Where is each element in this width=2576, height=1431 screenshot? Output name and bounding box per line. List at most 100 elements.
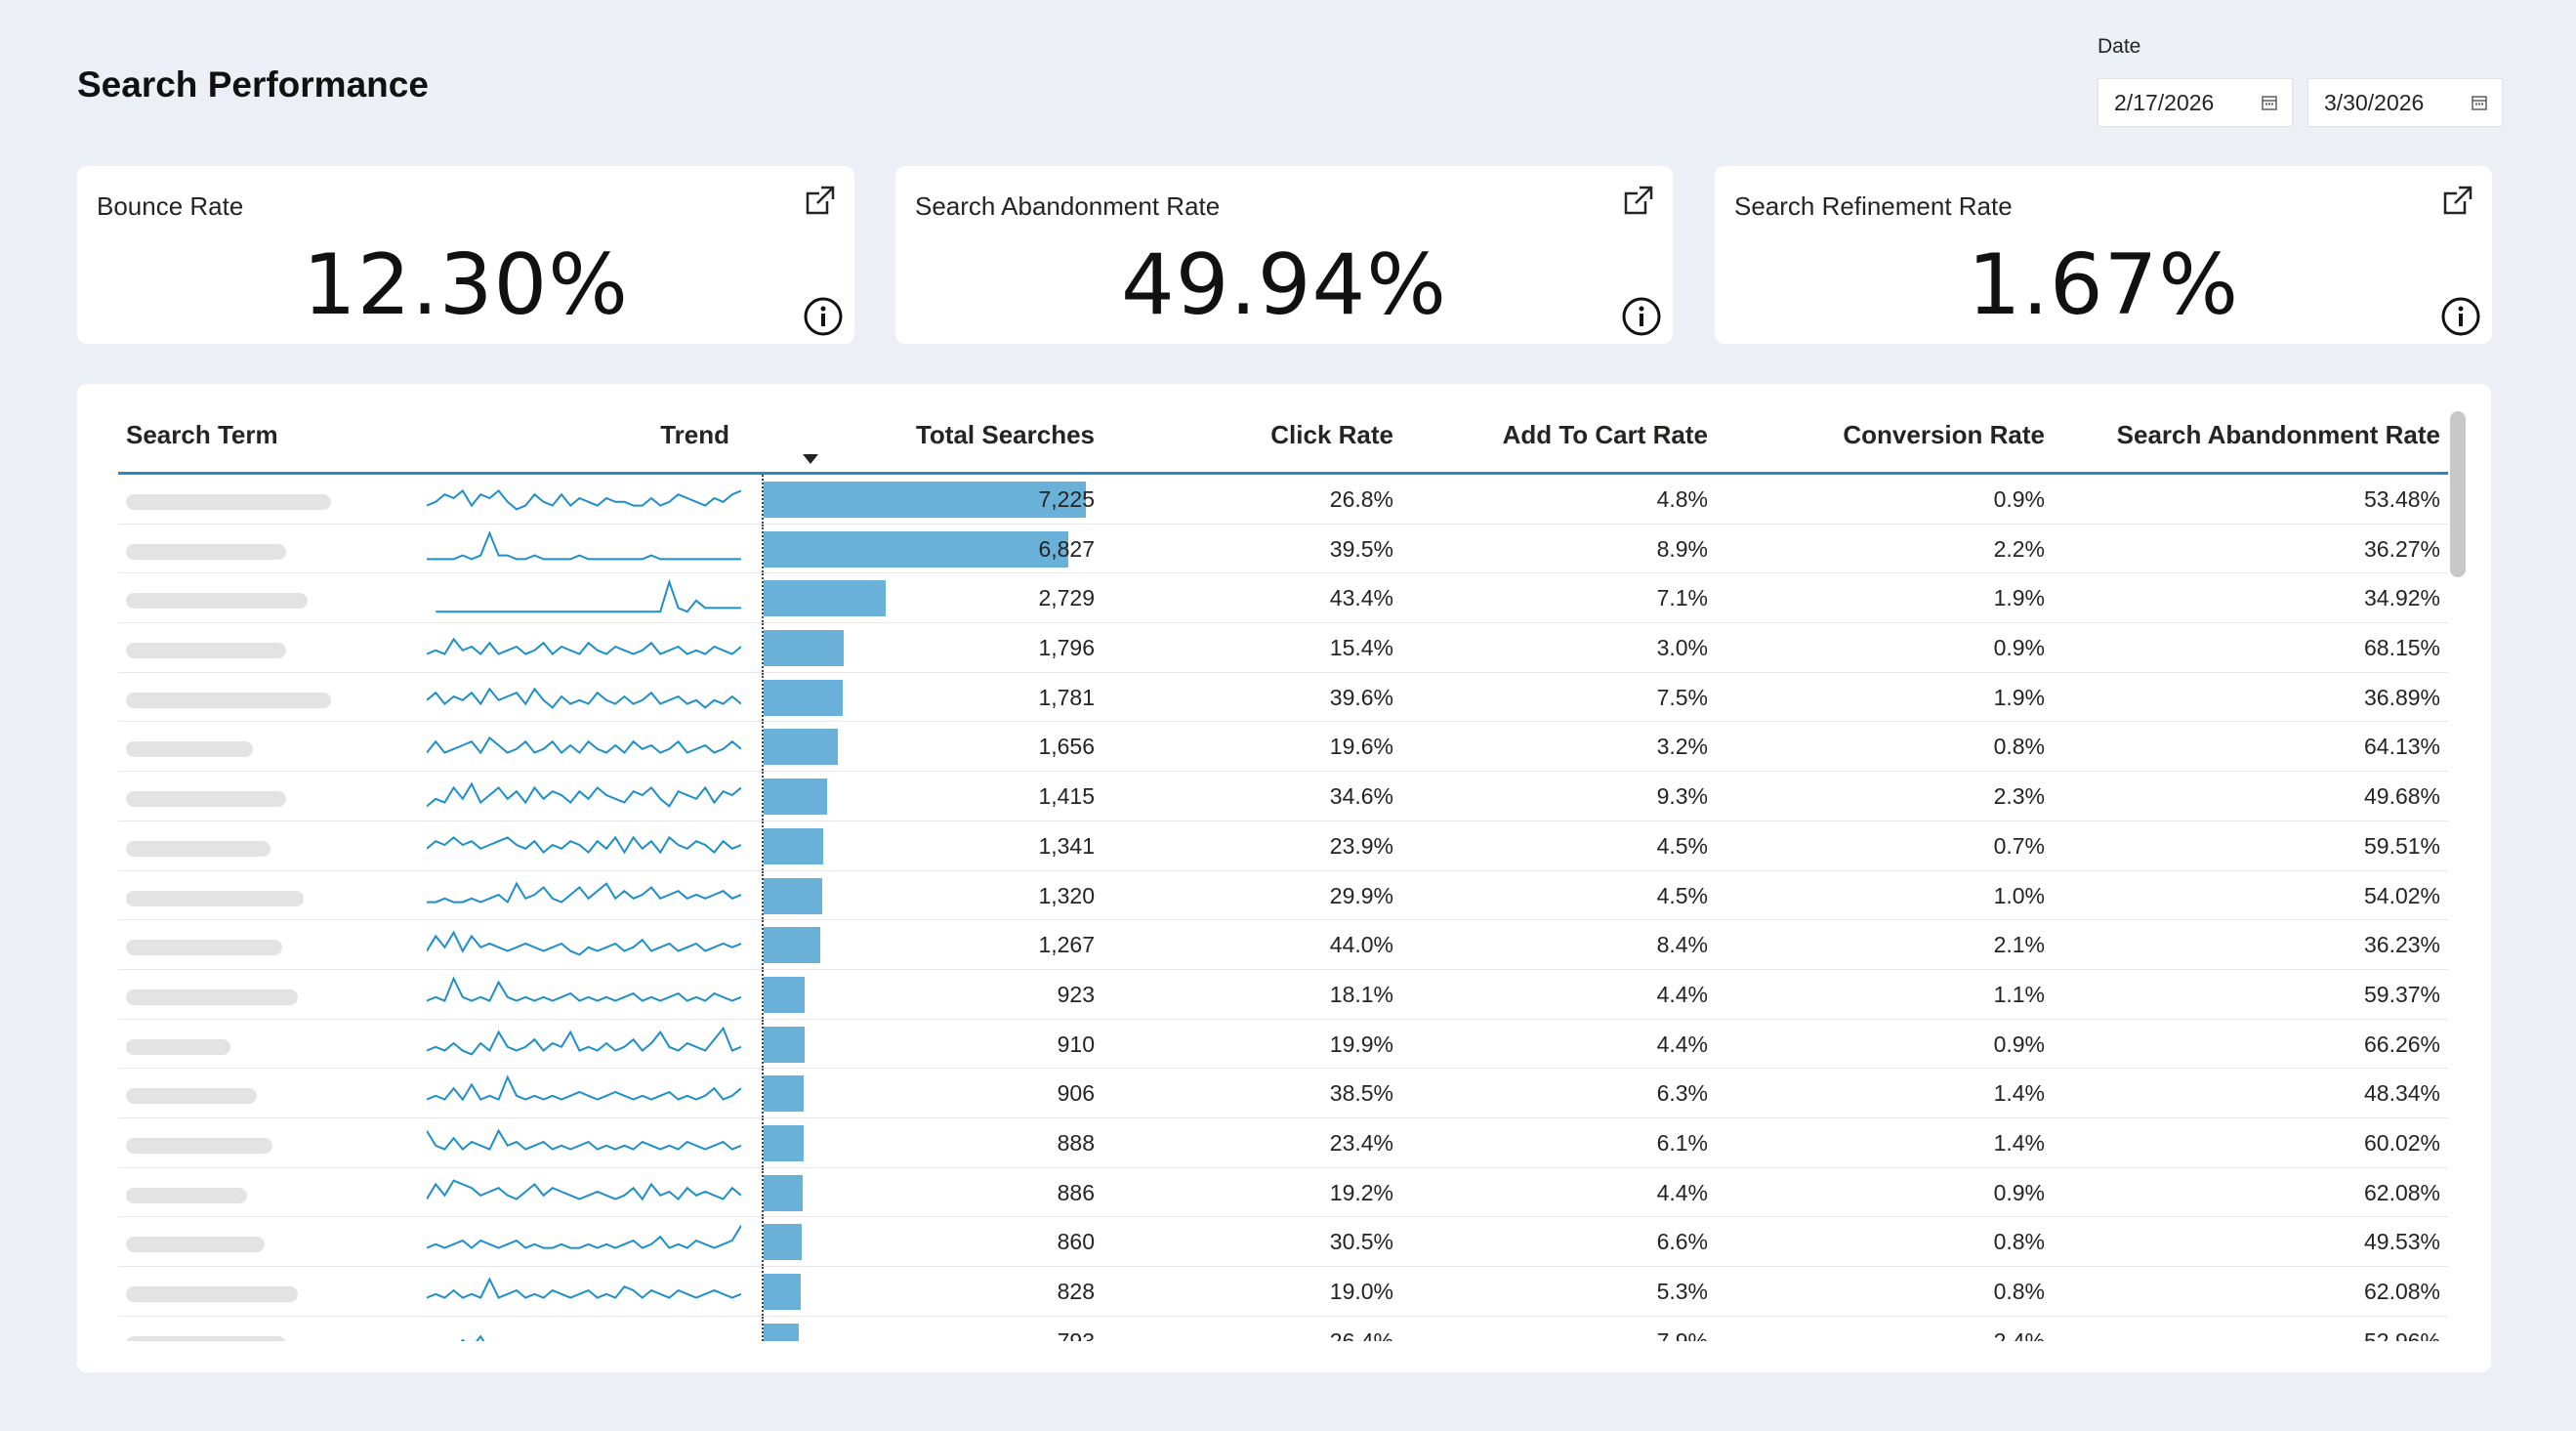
trend-line: [427, 930, 741, 956]
table-row[interactable]: 828 19.0% 5.3% 0.8% 62.08%: [118, 1267, 2448, 1317]
total-searches-bar: [764, 580, 886, 617]
trend-sparkline: [427, 529, 741, 561]
trend-line: [427, 781, 741, 809]
kpi-label: Bounce Rate: [97, 191, 244, 221]
add-to-cart-rate-cell: 8.9%: [1656, 535, 1708, 562]
info-icon[interactable]: [802, 295, 845, 338]
column-header-trend[interactable]: Trend: [660, 420, 729, 449]
trend-line: [427, 1178, 741, 1200]
table-row[interactable]: 1,320 29.9% 4.5% 1.0% 54.02%: [118, 870, 2448, 921]
kpi-card-search-abandonment-rate: Search Abandonment Rate 49.94%: [895, 166, 1673, 344]
search-term-placeholder: [126, 791, 286, 808]
table-row[interactable]: 6,827 39.5% 8.9% 2.2% 36.27%: [118, 524, 2448, 574]
total-searches-bar: [764, 779, 827, 816]
search-term-placeholder: [126, 1237, 265, 1253]
vertical-scrollbar[interactable]: [2450, 411, 2466, 577]
column-divider: [762, 1019, 764, 1069]
total-searches-bar: [764, 1323, 800, 1341]
open-external-icon[interactable]: [802, 182, 839, 219]
info-icon[interactable]: [2439, 295, 2482, 338]
add-to-cart-rate-cell: 6.1%: [1656, 1129, 1708, 1156]
trend-line: [427, 1128, 741, 1151]
trend-line: [427, 1277, 741, 1299]
total-searches-bar: [764, 877, 823, 914]
table-row[interactable]: 1,781 39.6% 7.5% 1.9% 36.89%: [118, 672, 2448, 723]
search-term-placeholder: [126, 890, 304, 906]
add-to-cart-rate-cell: 8.4%: [1656, 932, 1708, 958]
conversion-rate-cell: 1.9%: [1993, 684, 2045, 710]
column-divider: [762, 1069, 764, 1117]
table-row[interactable]: 860 30.5% 6.6% 0.8% 49.53%: [118, 1217, 2448, 1267]
total-searches-cell: 1,415: [1038, 783, 1095, 810]
open-external-icon[interactable]: [1620, 182, 1657, 219]
total-searches-cell: 1,320: [1038, 882, 1095, 908]
trend-sparkline: [427, 737, 741, 755]
table-row[interactable]: 1,341 23.9% 4.5% 0.7% 59.51%: [118, 821, 2448, 871]
add-to-cart-rate-cell: 7.9%: [1656, 1327, 1708, 1341]
add-to-cart-rate-cell: 4.4%: [1656, 981, 1708, 1007]
trend-sparkline: [427, 976, 741, 1002]
column-header-conversion-rate[interactable]: Conversion Rate: [1843, 420, 2045, 449]
column-header-click-rate[interactable]: Click Rate: [1270, 420, 1393, 449]
trend-line: [436, 578, 741, 613]
column-header-search-term[interactable]: Search Term: [126, 420, 278, 449]
table-row[interactable]: 2,729 43.4% 7.1% 1.9% 34.92%: [118, 573, 2448, 624]
kpi-value: 49.94%: [1121, 236, 1447, 334]
table-header: Search Term Trend Total Searches Click R…: [118, 384, 2448, 475]
date-filter: Date 2/17/2026 3/30/2026: [2098, 35, 2503, 127]
trend-line: [427, 1074, 741, 1102]
click-rate-cell: 34.6%: [1329, 783, 1393, 810]
total-searches-bar: [764, 530, 1068, 568]
table-row[interactable]: 1,796 15.4% 3.0% 0.9% 68.15%: [118, 623, 2448, 673]
kpi-value: 12.30%: [303, 236, 629, 334]
add-to-cart-rate-cell: 4.4%: [1656, 1031, 1708, 1057]
search-abandonment-rate-cell: 62.08%: [2363, 1179, 2440, 1205]
end-date-input[interactable]: 3/30/2026: [2307, 78, 2503, 127]
table-row[interactable]: 888 23.4% 6.1% 1.4% 60.02%: [118, 1117, 2448, 1168]
total-searches-cell: 1,781: [1038, 684, 1095, 710]
conversion-rate-cell: 2.2%: [1993, 535, 2045, 562]
table-row[interactable]: 1,267 44.0% 8.4% 2.1% 36.23%: [118, 920, 2448, 970]
trend-sparkline: [427, 1128, 741, 1151]
column-divider: [762, 672, 764, 722]
calendar-icon[interactable]: [2261, 94, 2278, 111]
sort-descending-icon[interactable]: [803, 454, 818, 464]
column-header-search-abandonment-rate[interactable]: Search Abandonment Rate: [2116, 420, 2440, 449]
total-searches-cell: 923: [1057, 981, 1095, 1007]
search-abandonment-rate-cell: 64.13%: [2363, 734, 2440, 760]
trend-sparkline: [427, 930, 741, 956]
click-rate-cell: 23.4%: [1329, 1129, 1393, 1156]
conversion-rate-cell: 0.9%: [1993, 635, 2045, 661]
open-external-icon[interactable]: [2439, 182, 2476, 219]
conversion-rate-cell: 1.4%: [1993, 1129, 2045, 1156]
total-searches-bar: [764, 1174, 804, 1211]
trend-sparkline: [427, 881, 741, 904]
click-rate-cell: 38.5%: [1329, 1080, 1393, 1107]
total-searches-cell: 1,656: [1038, 734, 1095, 760]
total-searches-cell: 1,267: [1038, 932, 1095, 958]
search-abandonment-rate-cell: 52.96%: [2363, 1327, 2440, 1341]
conversion-rate-cell: 2.3%: [1993, 783, 2045, 810]
calendar-icon[interactable]: [2471, 94, 2488, 111]
info-icon[interactable]: [1620, 295, 1663, 338]
start-date-input[interactable]: 2/17/2026: [2098, 78, 2293, 127]
total-searches-cell: 888: [1057, 1129, 1095, 1156]
table-row[interactable]: 906 38.5% 6.3% 1.4% 48.34%: [118, 1069, 2448, 1118]
add-to-cart-rate-cell: 4.4%: [1656, 1179, 1708, 1205]
trend-line: [427, 881, 741, 904]
column-header-total-searches[interactable]: Total Searches: [915, 420, 1095, 449]
table-row[interactable]: 910 19.9% 4.4% 0.9% 66.26%: [118, 1019, 2448, 1070]
column-divider: [762, 623, 764, 672]
table-row[interactable]: 1,656 19.6% 3.2% 0.8% 64.13%: [118, 722, 2448, 773]
search-abandonment-rate-cell: 49.68%: [2363, 783, 2440, 810]
table-row[interactable]: 793 26.4% 7.9% 2.4% 52.96%: [118, 1316, 2448, 1341]
table-row[interactable]: 923 18.1% 4.4% 1.1% 59.37%: [118, 969, 2448, 1020]
column-header-add-to-cart-rate[interactable]: Add To Cart Rate: [1502, 420, 1708, 449]
table-row[interactable]: 886 19.2% 4.4% 0.9% 62.08%: [118, 1167, 2448, 1218]
trend-sparkline: [427, 1026, 741, 1056]
conversion-rate-cell: 0.8%: [1993, 734, 2045, 760]
table-row[interactable]: 7,225 26.8% 4.8% 0.9% 53.48%: [118, 475, 2448, 525]
table-row[interactable]: 1,415 34.6% 9.3% 2.3% 49.68%: [118, 772, 2448, 821]
click-rate-cell: 26.8%: [1329, 486, 1393, 512]
total-searches-cell: 886: [1057, 1179, 1095, 1205]
